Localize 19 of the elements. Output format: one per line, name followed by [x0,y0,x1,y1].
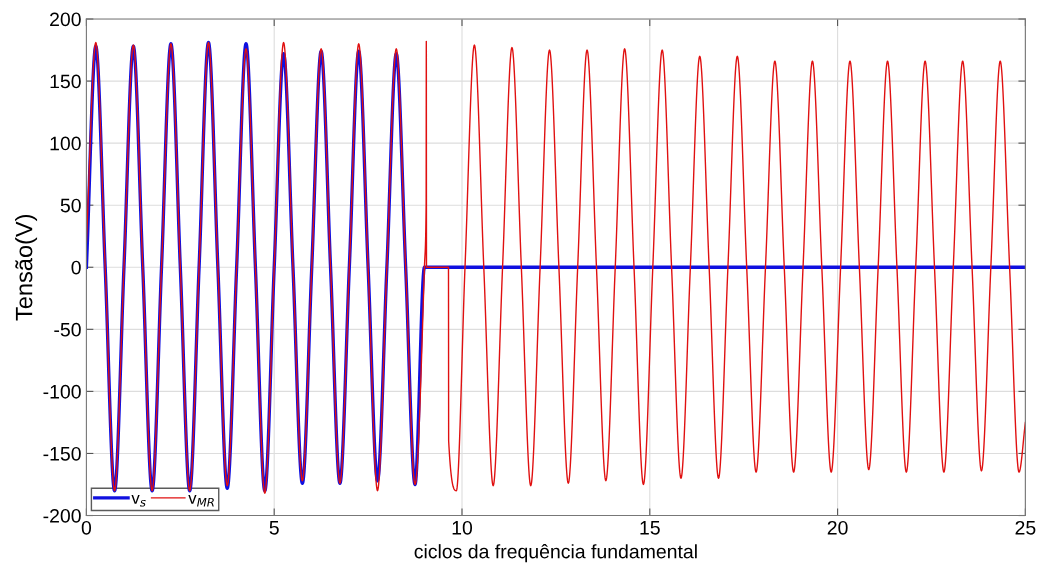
x-tick-label: 5 [269,521,279,535]
x-tick-label: 20 [827,520,848,535]
y-tick-label: 0 [71,260,81,275]
y-tick-label: -50 [54,322,81,337]
y-tick-label: 100 [50,136,81,151]
y-tick-label: -200 [43,508,81,523]
x-axis-title: ciclos da frequência fundamental [414,544,697,563]
x-tick-label: 10 [452,520,473,535]
x-tick-label: 15 [640,521,660,535]
y-tick-label: 150 [50,74,81,89]
y-tick-label: 200 [50,12,81,27]
x-tick-label: 0 [81,520,92,535]
x-tick-label: 25 [1015,520,1036,535]
y-tick-label: -100 [43,384,81,399]
y-axis-title: Tensão(V) [15,214,38,321]
y-tick-label: 50 [60,198,81,213]
legend-label: v$_{MR}$ [188,494,214,507]
legend-label: v$_{s}$ [131,494,146,507]
y-tick-label: -150 [43,446,81,461]
